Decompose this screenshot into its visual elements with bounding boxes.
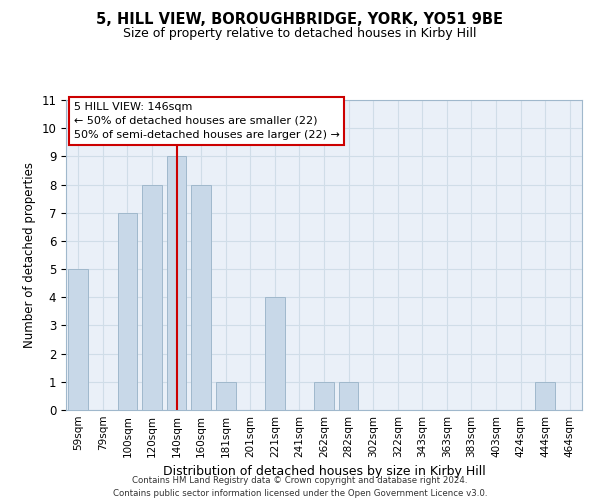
X-axis label: Distribution of detached houses by size in Kirby Hill: Distribution of detached houses by size … [163,466,485,478]
Bar [191,184,211,410]
Bar [314,382,334,410]
Bar [68,269,88,410]
Text: 5, HILL VIEW, BOROUGHBRIDGE, YORK, YO51 9BE: 5, HILL VIEW, BOROUGHBRIDGE, YORK, YO51 … [97,12,503,28]
Bar [118,212,137,410]
Y-axis label: Number of detached properties: Number of detached properties [23,162,36,348]
Text: 5 HILL VIEW: 146sqm
← 50% of detached houses are smaller (22)
50% of semi-detach: 5 HILL VIEW: 146sqm ← 50% of detached ho… [74,102,340,140]
Text: Size of property relative to detached houses in Kirby Hill: Size of property relative to detached ho… [123,28,477,40]
Text: Contains HM Land Registry data © Crown copyright and database right 2024.
Contai: Contains HM Land Registry data © Crown c… [113,476,487,498]
Bar [339,382,358,410]
Bar [142,184,162,410]
Bar [265,298,284,410]
Bar [216,382,236,410]
Bar [167,156,187,410]
Bar [535,382,555,410]
